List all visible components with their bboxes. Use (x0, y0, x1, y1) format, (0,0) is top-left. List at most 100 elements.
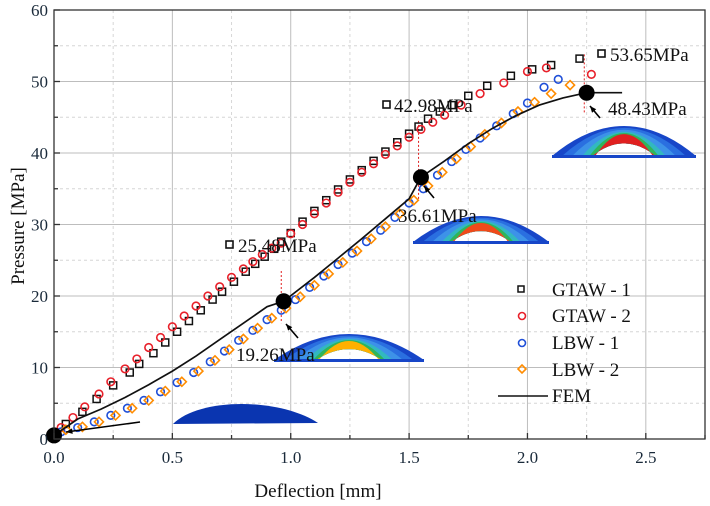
data-point (393, 208, 406, 220)
data-point (60, 424, 72, 436)
data-point (176, 376, 188, 388)
data-point (248, 257, 258, 267)
legend-label-gtaw-1: GTAW - 1 (552, 280, 631, 301)
data-point (78, 407, 87, 417)
series-lbw-2 (60, 79, 576, 436)
data-point (308, 279, 321, 291)
data-point (192, 365, 205, 377)
data-point (149, 348, 158, 358)
y-tick-label: 0 (40, 430, 49, 449)
data-point (93, 416, 105, 428)
data-point (475, 89, 485, 99)
legend-label-lbw-1: LBW - 1 (552, 333, 619, 354)
data-point (376, 225, 386, 235)
data-point (106, 377, 116, 387)
key-points (46, 84, 601, 444)
data-point (223, 343, 235, 356)
data-point (337, 256, 349, 269)
fem-contour-base (552, 155, 696, 158)
x-tick-label: 2.5 (635, 448, 656, 467)
data-point (139, 395, 149, 405)
data-point (553, 74, 563, 84)
data-point (393, 138, 402, 147)
data-point (404, 132, 414, 142)
annotation-marker (382, 100, 391, 109)
x-tick-label: 1.0 (280, 448, 301, 467)
y-tick-label: 10 (31, 359, 48, 378)
y-tick-label: 40 (31, 144, 48, 163)
x-tick-label: 0.5 (162, 448, 183, 467)
annotations: 25.48MPa 42.98MPa 53.65MPa 19.26MPa 36.6… (225, 45, 689, 366)
arrow-head (424, 186, 431, 193)
legend-label-gtaw-2: GTAW - 2 (552, 306, 631, 327)
legend-marker-gtaw-1 (517, 285, 525, 293)
annotation-53-65: 53.65MPa (597, 45, 689, 66)
fem-contour-layer (441, 220, 521, 242)
data-point (286, 229, 296, 239)
data-point (392, 141, 402, 151)
fem-contour-base (274, 359, 424, 362)
data-point (172, 377, 182, 388)
data-point (309, 209, 320, 219)
legend-marker-lbw-2 (516, 363, 528, 375)
y-axis-title: Pressure [MPa] (8, 167, 29, 285)
tick-labels: 0.0 0.5 1.0 1.5 2.0 2.5 0 10 20 30 40 50 60 (31, 1, 656, 467)
data-point (266, 312, 278, 324)
annotation-42-98: 42.98MPa (382, 96, 473, 117)
data-point (333, 187, 343, 197)
data-point (122, 403, 132, 413)
x-tick-label: 1.5 (398, 448, 419, 467)
key-point (412, 169, 429, 186)
x-tick-label: 2.0 (517, 448, 538, 467)
data-point (215, 282, 225, 292)
data-point (196, 306, 206, 315)
data-point (143, 394, 155, 407)
data-point (260, 252, 269, 261)
arrow-head (286, 324, 293, 331)
data-point (191, 301, 201, 311)
fem-contour-layer (589, 133, 659, 156)
data-point (436, 166, 448, 178)
data-point (92, 394, 101, 404)
arrow-head (590, 106, 597, 113)
fem-contour-layer (305, 338, 393, 360)
data-point (575, 54, 584, 63)
fem-inset-36-61 (413, 216, 549, 244)
data-point (179, 311, 189, 321)
data-point (512, 105, 524, 118)
annotation-19-26: 19.26MPa (236, 345, 315, 366)
data-point (257, 249, 267, 260)
data-point (365, 233, 377, 245)
data-point (527, 65, 537, 74)
axes (53, 9, 706, 440)
data-point (184, 316, 194, 326)
data-point (545, 88, 557, 100)
data-point (506, 71, 516, 81)
data-point (379, 221, 392, 233)
data-point (226, 272, 237, 283)
annotation-label: 42.98MPa (394, 96, 473, 117)
data-point (267, 243, 277, 253)
y-tick-label: 20 (31, 287, 48, 306)
series-gtaw-2 (56, 63, 596, 433)
data-point (120, 364, 130, 374)
data-point (541, 63, 551, 73)
data-point (450, 153, 463, 165)
data-point (414, 122, 423, 131)
data-point (73, 422, 83, 433)
data-point (238, 264, 248, 274)
data-point (479, 128, 491, 141)
annotation-48-43: 48.43MPa (608, 99, 687, 120)
data-point (428, 117, 438, 127)
annotation-marker (225, 240, 234, 249)
legend-marker-lbw-1 (517, 338, 527, 348)
data-point (368, 159, 379, 169)
data-point (80, 402, 90, 412)
fem-contour-base (413, 241, 549, 244)
data-point (333, 259, 343, 270)
data-point (499, 78, 509, 88)
data-point (347, 248, 357, 258)
series-fem (53, 91, 623, 437)
fem-contour-layer (316, 341, 382, 360)
data-series (53, 54, 623, 437)
